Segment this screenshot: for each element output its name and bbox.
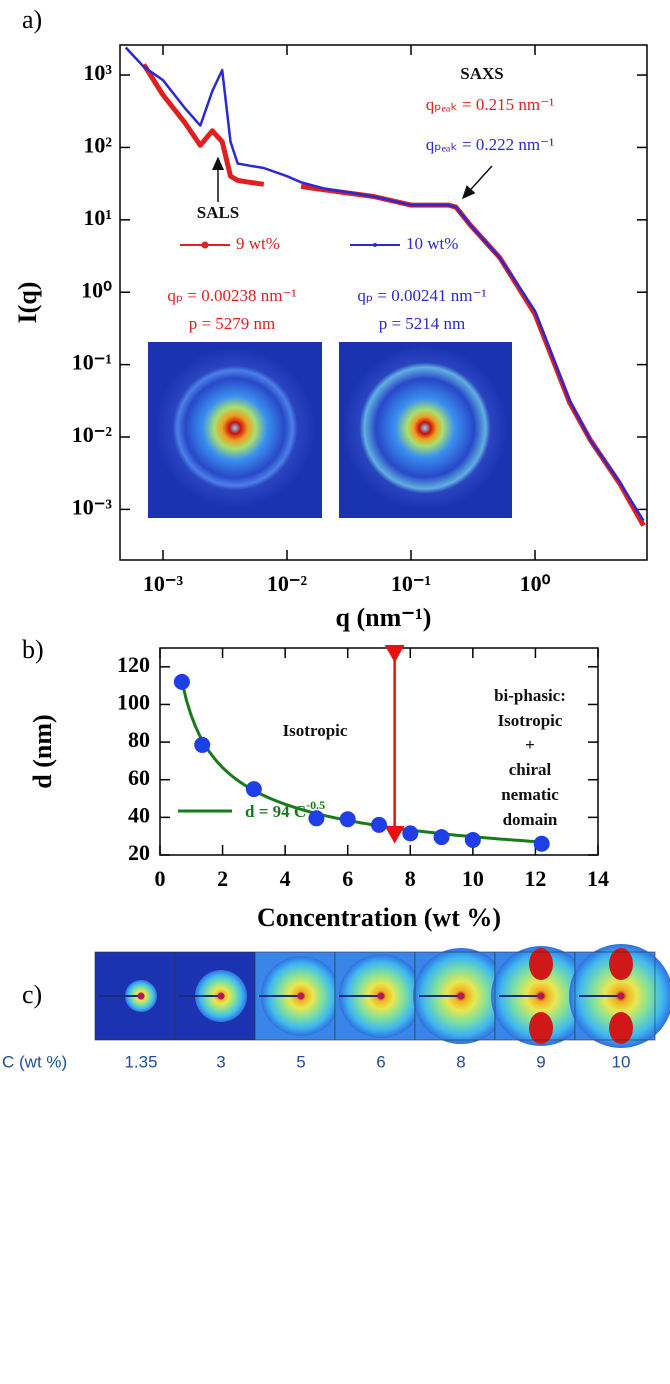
beam-center [377, 992, 385, 1000]
x-tick-label: 10 [462, 866, 484, 891]
y-tick-label: 10⁻³ [72, 494, 113, 519]
tile-lobe [609, 1012, 633, 1044]
arrow [461, 165, 493, 200]
x-tick-label: 2 [217, 866, 228, 891]
y-tick-label: 40 [128, 802, 150, 827]
beam-center [617, 992, 625, 1000]
annotation: + [525, 735, 535, 754]
x-tick-label: 4 [280, 866, 291, 891]
tile-border [574, 951, 656, 1041]
tile-lobe [609, 948, 633, 980]
annotation: qₚ = 0.00238 nm⁻¹ [167, 286, 296, 305]
scattering-tile [94, 951, 176, 1041]
annotation: nematic [501, 785, 559, 804]
scattering-tile [174, 951, 256, 1041]
data-point [194, 736, 211, 753]
y-tick-label: 10⁻¹ [72, 350, 112, 375]
annotation: Isotropic [283, 721, 348, 740]
data-point [533, 835, 550, 852]
concentration-label: 8 [456, 1052, 465, 1071]
x-tick-label: 10⁻² [267, 571, 308, 596]
x-tick-label: 10⁰ [520, 571, 551, 596]
panel-label: c) [22, 980, 42, 1009]
fit-curve [180, 680, 542, 844]
x-tick-label: 6 [342, 866, 353, 891]
tile-lobe [529, 1012, 553, 1044]
data-point [308, 810, 325, 827]
scattering-tile [569, 944, 670, 1048]
concentration-label: 10 [612, 1052, 631, 1071]
concentration-label: 9 [536, 1052, 545, 1071]
y-tick-label: 100 [117, 690, 150, 715]
y-tick-label: 10² [83, 132, 112, 157]
beam-center [457, 992, 465, 1000]
beam-center [137, 992, 145, 1000]
panel-label: a) [22, 5, 42, 34]
x-axis-label: Concentration (wt %) [257, 903, 501, 932]
annotation: chiral [509, 760, 552, 779]
annotation: p = 5214 nm [379, 314, 466, 333]
y-tick-label: 10⁻² [72, 422, 113, 447]
scattering-tile [254, 951, 341, 1041]
annotation: SAXS [460, 64, 503, 83]
annotation: SALS [197, 203, 240, 222]
y-tick-label: 10¹ [83, 205, 112, 230]
data-point [402, 825, 419, 842]
annotation: qₚₑₐₖ = 0.222 nm⁻¹ [426, 135, 554, 154]
legend-label: 10 wt% [406, 234, 458, 253]
concentration-label: 3 [216, 1052, 225, 1071]
concentration-label: 1.35 [124, 1052, 157, 1071]
tile-lobe [529, 948, 553, 980]
x-tick-label: 14 [587, 866, 609, 891]
legend-marker [201, 241, 209, 249]
x-tick-label: 10⁻³ [143, 571, 184, 596]
x-tick-label: 10⁻¹ [391, 571, 431, 596]
beam-center [537, 992, 545, 1000]
legend-label: 9 wt% [236, 234, 280, 253]
annotation: bi-phasic: [494, 686, 566, 705]
data-point [245, 781, 262, 798]
strip-axis-label: C (wt %) [2, 1052, 67, 1071]
y-axis-label: I(q) [13, 282, 42, 324]
concentration-label: 6 [376, 1052, 385, 1071]
legend-marker [373, 243, 377, 247]
beam-center [297, 992, 305, 1000]
series-line [124, 46, 645, 522]
inset-images [148, 342, 512, 518]
y-tick-label: 10⁰ [81, 277, 112, 302]
x-tick-label: 0 [155, 866, 166, 891]
y-axis-label: d (nm) [28, 714, 57, 788]
concentration-label: 5 [296, 1052, 305, 1071]
data-point [433, 829, 450, 846]
charts: a) 10⁻³ 10⁻² 10⁻¹ 10⁰ 10⁻³ 10⁻² 10⁻¹ 10⁰ 10¹ 10² 10… [2, 5, 670, 1071]
y-tick-label: 60 [128, 765, 150, 790]
annotation: qₚₑₐₖ = 0.215 nm⁻¹ [426, 95, 554, 114]
scattering-tile [334, 951, 423, 1041]
y-tick-label: 10³ [83, 60, 112, 85]
x-axis-label: q (nm⁻¹) [336, 603, 432, 632]
fit-label-exponent: -0.5 [306, 798, 325, 812]
fit-label: d = 94 C-0.5 [245, 798, 325, 821]
y-tick-label: 80 [128, 727, 150, 752]
data-point [371, 816, 387, 833]
data-point [464, 831, 481, 848]
annotation: qₚ = 0.00241 nm⁻¹ [357, 286, 486, 305]
x-tick-label: 8 [405, 866, 416, 891]
scattering-tile [491, 946, 591, 1046]
y-tick-label: 20 [128, 840, 150, 865]
data-point [339, 811, 356, 828]
annotation: domain [503, 810, 558, 829]
plot-frame [159, 647, 599, 856]
beam-center [217, 992, 225, 1000]
fit-label-main: d = 94 C [245, 802, 306, 821]
plot-frame [119, 44, 648, 561]
y-tick-label: 120 [117, 652, 150, 677]
annotation: p = 5279 nm [189, 314, 276, 333]
scattering-tile [413, 948, 509, 1044]
data-point [173, 673, 190, 690]
annotation: Isotropic [498, 711, 563, 730]
panel-label: b) [22, 635, 44, 664]
x-tick-label: 12 [524, 866, 546, 891]
